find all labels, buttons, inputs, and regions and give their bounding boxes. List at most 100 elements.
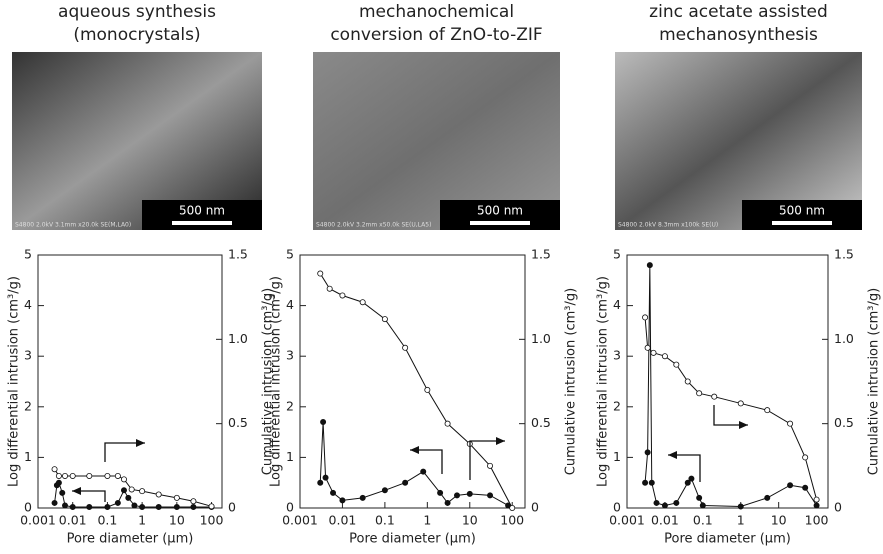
data-point xyxy=(813,496,820,503)
data-point xyxy=(509,504,516,511)
data-point xyxy=(359,299,366,306)
y2-tick-label: 0.5 xyxy=(228,415,248,430)
y-tick-label: 5 xyxy=(286,247,294,262)
data-point xyxy=(55,479,62,486)
x-tick-label: 0.001 xyxy=(20,513,56,528)
y-axis-title: Log differential intrusion (cm³/g) xyxy=(269,276,284,487)
data-point xyxy=(86,472,93,479)
y-tick-label: 2 xyxy=(24,398,32,413)
y2-tick-label: 1.0 xyxy=(834,331,854,346)
arrow-head xyxy=(668,451,677,459)
x-axis-title: Pore diameter (μm) xyxy=(664,532,791,547)
image-caption: S4800 2.0kV 3.1mm x20.0k SE(M,LA0) xyxy=(15,222,131,229)
y-tick-label: 2 xyxy=(613,398,621,413)
scale-bar-label: 500 nm xyxy=(477,204,523,218)
data-point xyxy=(642,314,649,321)
data-point xyxy=(802,484,809,491)
data-point xyxy=(696,494,703,501)
panel-title: conversion of ZnO-to-ZIF xyxy=(330,25,542,45)
data-point xyxy=(444,420,451,427)
data-point xyxy=(684,378,691,385)
y2-tick-label: 0 xyxy=(531,500,539,515)
x-tick-label: 1 xyxy=(423,513,431,528)
data-point xyxy=(339,292,346,299)
data-point xyxy=(684,479,691,486)
data-point xyxy=(424,386,431,393)
data-point xyxy=(737,400,744,407)
data-point xyxy=(711,393,718,400)
data-point xyxy=(673,361,680,368)
y-tick-label: 1 xyxy=(613,449,621,464)
image-caption: S4800 2.0kV 8.3mm x100k SE(U) xyxy=(618,222,718,229)
x-tick-label: 0.01 xyxy=(59,513,87,528)
y2-tick-label: 1.0 xyxy=(531,331,551,346)
y-axis-title: Log differential intrusion (cm³/g) xyxy=(7,276,22,487)
image-caption: S4800 2.0kV 3.2mm x50.0k SE(U,LA5) xyxy=(316,222,431,229)
arrow-head xyxy=(739,421,748,429)
series-line xyxy=(644,265,818,507)
data-point xyxy=(120,476,127,483)
panel-title: (monocrystals) xyxy=(73,25,200,45)
data-point xyxy=(114,499,121,506)
scale-bar xyxy=(772,221,832,225)
y-tick-label: 0 xyxy=(613,500,621,515)
data-point xyxy=(155,491,162,498)
data-point xyxy=(128,486,135,493)
data-point xyxy=(86,503,93,510)
x-tick-label: 0.1 xyxy=(375,513,395,528)
data-point xyxy=(402,344,409,351)
arrow-head xyxy=(72,487,81,495)
data-point xyxy=(62,472,69,479)
y-tick-label: 4 xyxy=(286,297,294,312)
data-point xyxy=(466,490,473,497)
data-point xyxy=(696,390,703,397)
data-point xyxy=(402,479,409,486)
data-point xyxy=(173,494,180,501)
data-point xyxy=(320,418,327,425)
data-point xyxy=(813,502,820,509)
data-point xyxy=(190,498,197,505)
y-tick-label: 0 xyxy=(24,500,32,515)
data-point xyxy=(104,472,111,479)
y-tick-label: 5 xyxy=(613,247,621,262)
y2-tick-label: 1.5 xyxy=(531,247,551,262)
scale-bar-label: 500 nm xyxy=(779,204,825,218)
x-tick-label: 10 xyxy=(462,513,478,528)
data-point xyxy=(190,503,197,510)
panel-title: mechanosynthesis xyxy=(659,25,818,45)
y-tick-label: 4 xyxy=(24,297,32,312)
y-tick-label: 3 xyxy=(613,348,621,363)
data-point xyxy=(420,468,427,475)
data-point xyxy=(55,472,62,479)
plot-frame xyxy=(299,254,526,509)
x-tick-label: 1 xyxy=(737,513,745,528)
data-point xyxy=(139,488,146,495)
data-point xyxy=(317,270,324,277)
arrow xyxy=(410,449,443,474)
data-point xyxy=(69,472,76,479)
y-tick-label: 5 xyxy=(24,247,32,262)
data-point xyxy=(381,487,388,494)
y2-tick-label: 0.5 xyxy=(834,415,854,430)
y2-axis-title: Cumulative intrusion (cm³/g) xyxy=(261,288,276,475)
scale-bar xyxy=(172,221,232,225)
data-point xyxy=(650,349,657,356)
y-tick-label: 0 xyxy=(286,500,294,515)
data-point xyxy=(437,489,444,496)
data-point xyxy=(51,499,58,506)
data-point xyxy=(62,502,69,509)
scale-bar-label: 500 nm xyxy=(179,204,225,218)
y2-tick-label: 1.5 xyxy=(834,247,854,262)
data-point xyxy=(644,344,651,351)
y2-tick-label: 1.5 xyxy=(228,247,248,262)
data-point xyxy=(51,466,58,473)
data-point xyxy=(454,492,461,499)
x-tick-label: 0.01 xyxy=(651,513,679,528)
y-tick-label: 1 xyxy=(24,449,32,464)
y-tick-label: 3 xyxy=(24,348,32,363)
y2-axis-title: Cumulative intrusion (cm³/g) xyxy=(867,288,882,475)
data-point xyxy=(173,503,180,510)
plot-frame xyxy=(626,254,829,509)
y2-axis-title: Cumulative intrusion (cm³/g) xyxy=(564,288,579,475)
